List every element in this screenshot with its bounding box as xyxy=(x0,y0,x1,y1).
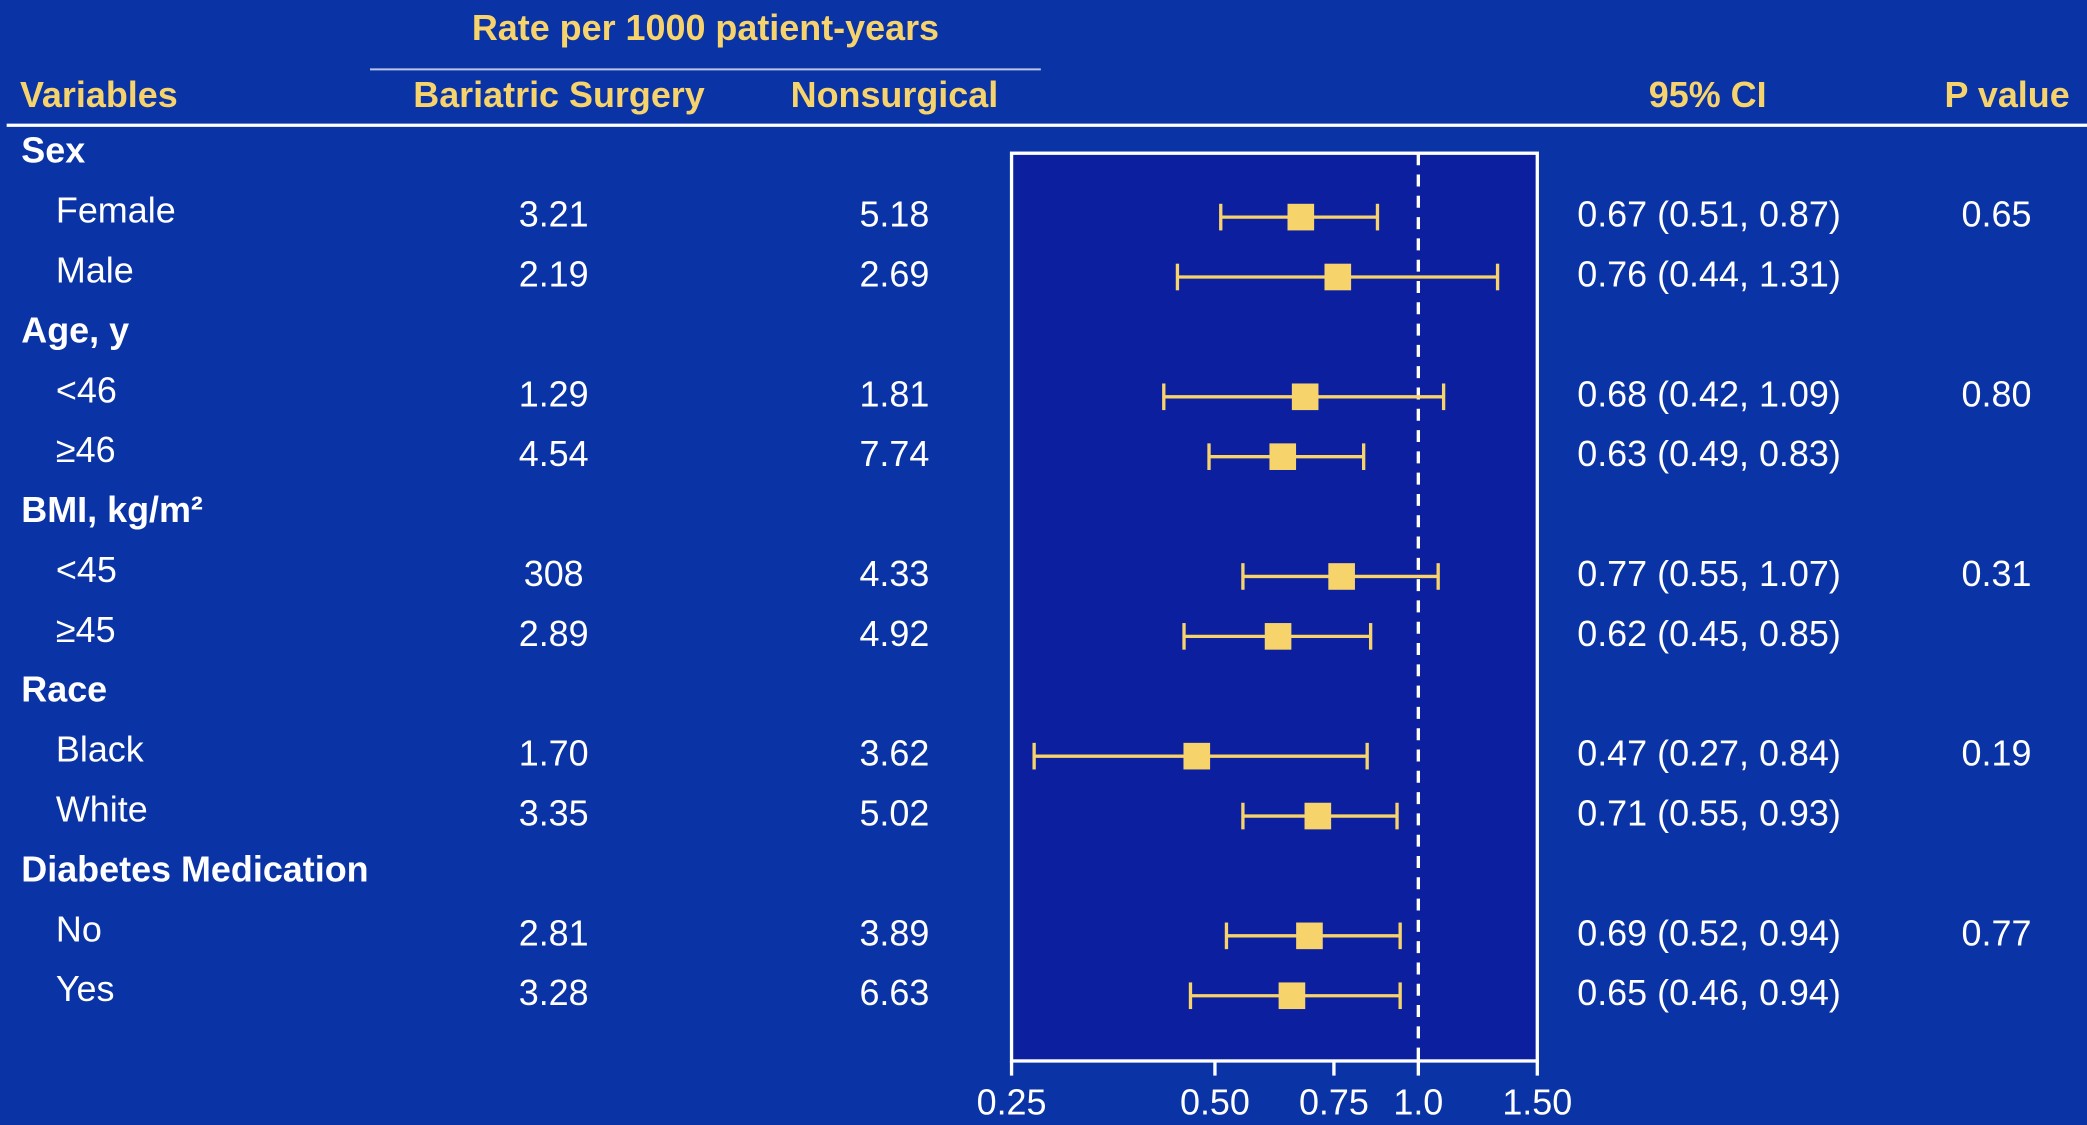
row-label: Black xyxy=(56,729,145,770)
column-header: Bariatric Surgery xyxy=(413,74,705,115)
rate-nonsurgical: 3.62 xyxy=(859,733,929,774)
rate-nonsurgical: 5.18 xyxy=(859,194,929,235)
p-value: 0.65 xyxy=(1962,194,2032,235)
ci-label: 0.67 (0.51, 0.87) xyxy=(1577,194,1841,235)
rate-surgery: 2.89 xyxy=(519,613,589,654)
chart-title: Rate per 1000 patient-years xyxy=(472,7,939,48)
column-header: P value xyxy=(1945,74,2070,115)
rate-surgery: 2.81 xyxy=(519,912,589,953)
rate-nonsurgical: 3.89 xyxy=(859,912,929,953)
point-estimate xyxy=(1324,263,1352,291)
point-estimate xyxy=(1278,982,1306,1010)
x-tick-label: 0.25 xyxy=(977,1081,1047,1122)
point-estimate xyxy=(1183,742,1211,770)
rate-nonsurgical: 7.74 xyxy=(859,433,929,474)
row-label: Yes xyxy=(56,968,115,1009)
point-estimate xyxy=(1269,443,1297,470)
rate-surgery: 4.54 xyxy=(519,433,589,474)
ci-label: 0.47 (0.27, 0.84) xyxy=(1577,733,1841,774)
row-label: <46 xyxy=(56,369,117,410)
rate-surgery: 1.29 xyxy=(519,373,589,414)
rate-nonsurgical: 4.33 xyxy=(859,553,929,594)
rate-nonsurgical: 6.63 xyxy=(859,972,929,1013)
ci-label: 0.68 (0.42, 1.09) xyxy=(1577,373,1841,414)
point-estimate xyxy=(1264,623,1292,650)
rate-surgery: 1.70 xyxy=(519,733,589,774)
ci-label: 0.71 (0.55, 0.93) xyxy=(1577,793,1841,834)
plot-panel xyxy=(1009,151,1539,1063)
point-estimate xyxy=(1296,922,1323,950)
group-label: Age, y xyxy=(21,309,129,350)
ci-label: 0.62 (0.45, 0.85) xyxy=(1577,613,1841,654)
group-label: BMI, kg/m² xyxy=(21,489,203,530)
p-value: 0.31 xyxy=(1962,553,2032,594)
point-estimate xyxy=(1291,383,1319,411)
ci-label: 0.65 (0.46, 0.94) xyxy=(1577,972,1841,1013)
row-label: No xyxy=(56,908,102,949)
rate-nonsurgical: 5.02 xyxy=(859,793,929,834)
ci-label: 0.69 (0.52, 0.94) xyxy=(1577,912,1841,953)
p-value: 0.80 xyxy=(1962,373,2032,414)
rate-surgery: 308 xyxy=(524,553,584,594)
ci-label: 0.77 (0.55, 1.07) xyxy=(1577,553,1841,594)
row-label: Female xyxy=(56,190,176,231)
point-estimate xyxy=(1328,563,1355,590)
rate-surgery: 2.19 xyxy=(519,253,589,294)
point-estimate xyxy=(1304,802,1332,830)
rate-nonsurgical: 4.92 xyxy=(859,613,929,654)
group-label: Diabetes Medication xyxy=(21,848,368,889)
rate-surgery: 3.35 xyxy=(519,793,589,834)
column-header: Variables xyxy=(20,74,178,115)
point-estimate xyxy=(1287,203,1315,231)
x-tick-label: 1.50 xyxy=(1502,1081,1572,1122)
rate-nonsurgical: 1.81 xyxy=(859,373,929,414)
p-value: 0.19 xyxy=(1962,733,2032,774)
rate-surgery: 3.28 xyxy=(519,972,589,1013)
column-header: Nonsurgical xyxy=(791,74,999,115)
column-header: 95% CI xyxy=(1649,74,1767,115)
row-label: Male xyxy=(56,249,134,290)
row-label: ≥45 xyxy=(56,609,116,650)
row-label: ≥46 xyxy=(56,429,116,470)
row-label: White xyxy=(56,789,148,830)
x-tick-label: 1.0 xyxy=(1393,1081,1443,1122)
rate-nonsurgical: 2.69 xyxy=(859,253,929,294)
group-label: Sex xyxy=(21,130,85,171)
rate-surgery: 3.21 xyxy=(519,194,589,235)
p-value: 0.77 xyxy=(1962,912,2032,953)
row-label: <45 xyxy=(56,549,117,590)
ci-label: 0.63 (0.49, 0.83) xyxy=(1577,433,1841,474)
group-label: Race xyxy=(21,669,107,710)
ci-label: 0.76 (0.44, 1.31) xyxy=(1577,253,1841,294)
x-tick-label: 0.75 xyxy=(1299,1081,1369,1122)
x-tick-label: 0.50 xyxy=(1180,1081,1250,1122)
